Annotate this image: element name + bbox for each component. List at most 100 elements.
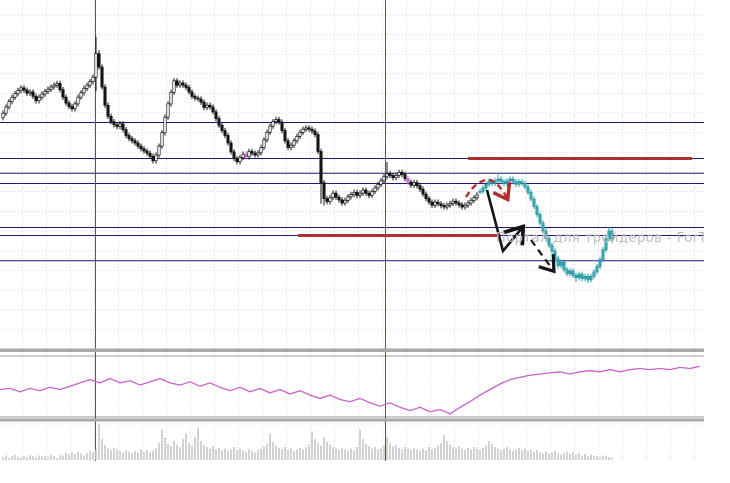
- candle-body: [133, 140, 137, 144]
- candle-body: [466, 202, 470, 206]
- candle-body: [253, 152, 257, 156]
- candle-body: [232, 151, 236, 159]
- candle-body: [562, 261, 566, 271]
- candle-body: [523, 183, 527, 188]
- candle-body: [550, 244, 554, 252]
- candle-body: [406, 178, 410, 183]
- candle-body: [577, 273, 581, 279]
- candle-body: [514, 181, 518, 185]
- candle-body: [115, 124, 119, 127]
- candle-body: [247, 151, 251, 158]
- candle-body: [505, 180, 509, 184]
- candle-body: [538, 214, 542, 224]
- oscillator-line: [0, 365, 701, 415]
- candle-body: [217, 118, 221, 126]
- candle-body: [205, 104, 209, 108]
- candle-body: [565, 269, 569, 275]
- candle-body: [421, 188, 425, 195]
- candle-body: [136, 142, 140, 147]
- candle-body: [250, 151, 254, 154]
- candle-body: [76, 96, 80, 105]
- candle-body: [145, 150, 149, 154]
- candle-body: [226, 135, 230, 144]
- candle-body: [283, 130, 287, 142]
- candle-body: [463, 204, 467, 208]
- candle-body: [34, 95, 38, 102]
- candle-body: [478, 191, 482, 193]
- candle-body: [280, 121, 284, 131]
- candle-body: [592, 271, 596, 277]
- candle-body: [511, 178, 515, 183]
- candle-body: [346, 196, 350, 201]
- candle-body: [22, 87, 26, 91]
- candle-body: [112, 121, 116, 126]
- candle-body: [601, 249, 605, 260]
- candle-body: [40, 93, 44, 98]
- candle-body: [94, 53, 98, 78]
- candle-body: [163, 116, 167, 134]
- candle-body: [607, 230, 611, 239]
- candle-body: [298, 131, 302, 137]
- candle-body: [310, 128, 314, 132]
- candle-body: [412, 182, 416, 186]
- candle-body: [403, 174, 407, 179]
- candle-body: [109, 115, 113, 123]
- candle-body: [379, 180, 383, 185]
- candle-body: [118, 123, 122, 127]
- candle-body: [106, 104, 110, 117]
- candle-body: [427, 198, 431, 203]
- candle-body: [418, 185, 422, 190]
- candle-body: [322, 182, 326, 199]
- candle-body: [307, 127, 311, 130]
- candle-body: [502, 181, 506, 184]
- candle-body: [127, 135, 131, 139]
- candle-body: [484, 183, 488, 189]
- candle-body: [295, 135, 299, 142]
- candle-body: [58, 83, 62, 91]
- black-dashed-arrow: [530, 239, 556, 274]
- candle-body: [475, 194, 479, 199]
- candle-body: [487, 181, 491, 185]
- candle-body: [229, 142, 233, 153]
- candle-body: [547, 238, 551, 246]
- candle-body: [244, 153, 248, 158]
- candle-body: [424, 193, 428, 199]
- candle-body: [97, 53, 101, 68]
- candle-body: [190, 91, 194, 97]
- candle-body: [337, 196, 341, 201]
- candle-body: [151, 155, 155, 162]
- candle-body: [373, 187, 377, 192]
- candle-body: [469, 199, 473, 204]
- candle-body: [400, 171, 404, 175]
- forecast-annotations: [464, 178, 556, 274]
- candle-body: [265, 131, 269, 141]
- candle-body: [241, 153, 245, 159]
- candle-body: [301, 128, 305, 133]
- candle-body: [19, 87, 23, 91]
- candle-body: [211, 106, 215, 113]
- candle-body: [319, 151, 323, 183]
- candle-body: [157, 145, 161, 156]
- candle-body: [448, 203, 452, 206]
- candle-body: [178, 82, 182, 86]
- candle-body: [199, 98, 203, 103]
- candle-body: [259, 147, 263, 154]
- candle-body: [121, 123, 125, 131]
- red-forecast-arrow: [464, 178, 512, 203]
- candle-body: [385, 173, 389, 178]
- candle-body: [37, 96, 41, 102]
- candle-body: [313, 130, 317, 135]
- candle-body: [343, 199, 347, 204]
- candle-body: [103, 86, 107, 106]
- candle-body: [220, 124, 224, 131]
- candle-body: [85, 84, 89, 89]
- candle-body: [13, 93, 17, 98]
- candle-body: [271, 121, 275, 127]
- candle-body: [595, 266, 599, 273]
- candle-body: [370, 191, 374, 196]
- candle-body: [214, 111, 218, 119]
- candle-body: [349, 194, 353, 198]
- candle-body: [376, 183, 380, 189]
- candle-body: [70, 106, 74, 110]
